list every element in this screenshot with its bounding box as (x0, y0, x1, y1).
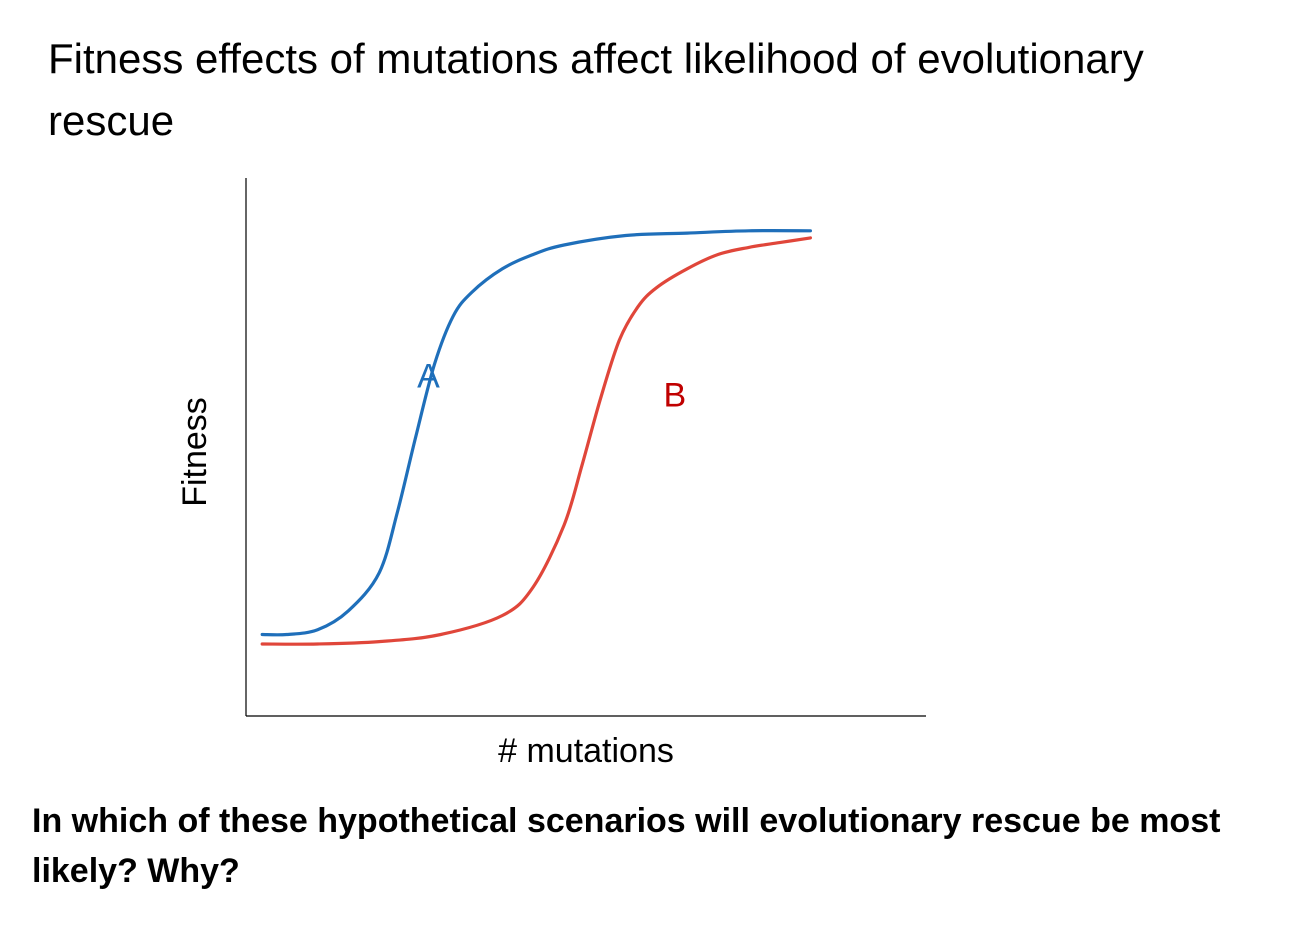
chart-axes (245, 178, 926, 717)
x-axis-label: # mutations (498, 732, 674, 770)
slide-title: Fitness effects of mutations affect like… (48, 35, 1144, 144)
chart-labels: A B # mutations Fitness (176, 358, 686, 771)
y-axis-label: Fitness (176, 397, 214, 507)
series-line-b (260, 236, 812, 646)
question-text: In which of these hypothetical scenarios… (32, 802, 1221, 890)
series-line-a (260, 229, 812, 637)
series-label-b: B (664, 377, 687, 415)
series-label-a: A (417, 358, 440, 396)
chart-series (260, 229, 812, 646)
